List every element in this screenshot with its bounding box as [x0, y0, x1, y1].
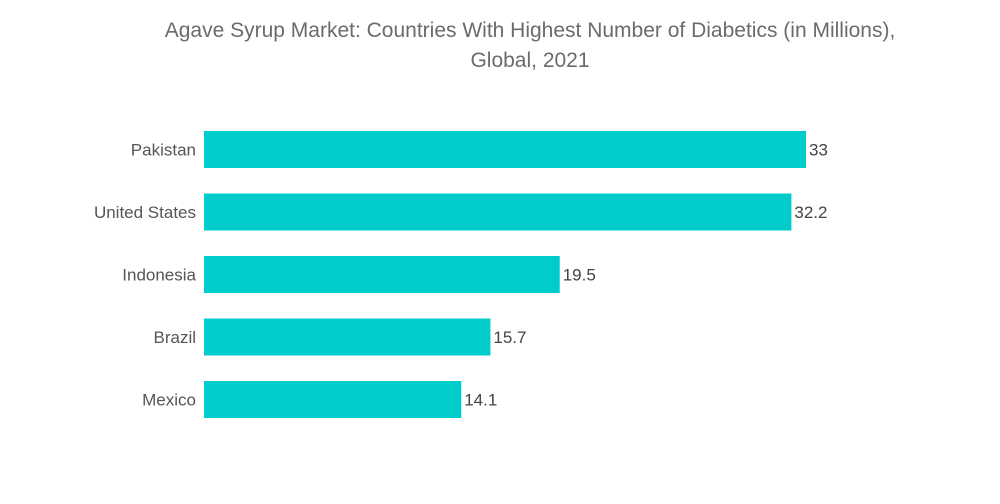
- value-label: 15.7: [493, 328, 526, 347]
- category-label: United States: [94, 203, 196, 222]
- category-label: Mexico: [142, 391, 196, 410]
- bar-indonesia: [204, 256, 560, 293]
- value-label: 19.5: [563, 266, 596, 285]
- value-label: 33: [809, 141, 828, 160]
- value-label: 14.1: [464, 391, 497, 410]
- chart-title: Agave Syrup Market: Countries With Highe…: [60, 16, 1000, 76]
- category-label: Pakistan: [131, 141, 196, 160]
- chart-title-line-2: Global, 2021: [470, 49, 590, 72]
- bar-pakistan: [204, 131, 806, 168]
- chart-title-line-1: Agave Syrup Market: Countries With Highe…: [164, 19, 896, 42]
- bar-united-states: [204, 193, 792, 231]
- bar-brazil: [204, 318, 491, 356]
- bar-mexico: [204, 381, 462, 418]
- value-label: 32.2: [794, 203, 827, 222]
- category-label: Indonesia: [122, 266, 196, 285]
- category-label: Brazil: [153, 328, 196, 347]
